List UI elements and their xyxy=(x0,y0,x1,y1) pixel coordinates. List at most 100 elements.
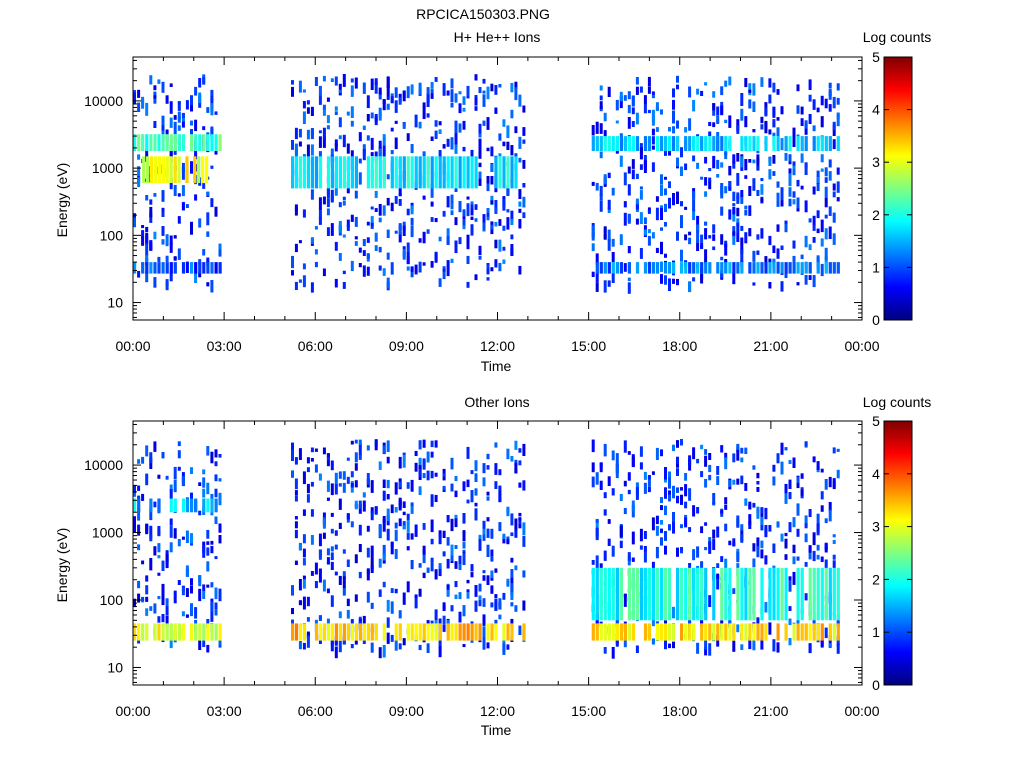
heatmap-cell xyxy=(824,518,828,524)
heatmap-cell xyxy=(185,261,189,273)
heatmap-band-cell xyxy=(836,262,840,274)
heatmap-cell xyxy=(322,75,326,82)
heatmap-cell xyxy=(498,469,502,476)
heatmap-band-cell xyxy=(635,567,640,621)
heatmap-cell xyxy=(354,480,358,488)
heatmap-cell xyxy=(732,191,736,202)
heatmap-band-cell xyxy=(728,567,732,621)
heatmap-cell xyxy=(294,127,298,140)
heatmap-cell xyxy=(294,516,298,520)
heatmap-cell xyxy=(688,231,692,236)
heatmap-cell xyxy=(398,231,402,243)
heatmap-cell xyxy=(740,237,744,251)
heatmap-cell xyxy=(704,449,708,455)
heatmap-band-cell xyxy=(824,567,828,621)
heatmap-cell xyxy=(732,235,736,245)
heatmap-cell xyxy=(330,595,334,607)
heatmap-cell xyxy=(804,593,808,601)
heatmap-cell xyxy=(310,106,314,116)
heatmap-cell xyxy=(820,491,824,500)
heatmap-cell xyxy=(426,113,430,118)
heatmap-cell xyxy=(486,212,490,217)
heatmap-cell xyxy=(157,555,161,559)
heatmap-cell xyxy=(414,594,418,598)
heatmap-cell xyxy=(318,197,322,210)
heatmap-cell xyxy=(672,512,675,524)
heatmap-cell xyxy=(724,558,728,571)
colorbar-bottom-scale xyxy=(883,420,913,686)
heatmap-band-cell xyxy=(692,623,696,641)
heatmap-cell xyxy=(210,89,214,100)
heatmap-cell xyxy=(161,452,165,459)
heatmap-cell xyxy=(206,231,210,237)
heatmap-cell xyxy=(816,461,820,470)
heatmap-cell xyxy=(804,533,808,543)
heatmap-cell xyxy=(647,207,651,212)
heatmap-cell xyxy=(792,544,796,554)
heatmap-cell xyxy=(157,474,161,479)
heatmap-cell xyxy=(502,535,506,544)
heatmap-band-cell xyxy=(651,262,656,274)
heatmap-cell xyxy=(434,494,438,502)
heatmap-cell xyxy=(314,77,318,86)
heatmap-cell xyxy=(756,158,760,171)
heatmap-cell xyxy=(836,97,840,105)
heatmap-cell xyxy=(603,509,607,516)
heatmap-cell xyxy=(514,81,518,90)
heatmap-cell xyxy=(394,507,398,513)
heatmap-cell xyxy=(672,272,675,276)
heatmap-cell xyxy=(680,494,683,505)
heatmap-cell xyxy=(137,507,141,521)
heatmap-cell xyxy=(836,167,840,175)
heatmap-cell xyxy=(808,114,812,124)
heatmap-cell xyxy=(202,584,206,592)
heatmap-cell xyxy=(635,218,639,225)
heatmap-cell xyxy=(334,187,338,196)
heatmap-band-cell xyxy=(177,623,181,641)
heatmap-cell xyxy=(486,179,490,192)
heatmap-cell xyxy=(422,439,426,448)
heatmap-cell xyxy=(664,188,667,196)
heatmap-band-cell xyxy=(398,623,402,641)
heatmap-cell xyxy=(438,150,442,159)
heatmap-cell xyxy=(619,91,623,102)
heatmap-band-cell xyxy=(198,262,202,274)
heatmap-cell xyxy=(426,451,430,463)
heatmap-cell xyxy=(165,95,169,100)
heatmap-cell xyxy=(518,94,522,107)
heatmap-band-cell xyxy=(206,498,210,513)
heatmap-cell xyxy=(314,261,318,268)
heatmap-band-cell xyxy=(157,156,161,183)
heatmap-cell xyxy=(514,605,518,612)
heatmap-cell xyxy=(812,125,816,132)
heatmap-cell xyxy=(402,123,406,129)
heatmap-cell xyxy=(676,84,679,90)
heatmap-cell xyxy=(394,522,398,529)
heatmap-cell xyxy=(824,546,828,553)
heatmap-cell xyxy=(591,226,595,237)
heatmap-band-cell xyxy=(454,156,458,189)
heatmap-cell xyxy=(660,497,663,504)
heatmap-band-cell xyxy=(591,623,595,641)
heatmap-cell xyxy=(603,174,607,185)
heatmap-cell xyxy=(410,217,414,226)
heatmap-cell xyxy=(808,546,812,560)
heatmap-cell xyxy=(190,492,193,504)
heatmap-cell xyxy=(322,104,326,110)
heatmap-cell xyxy=(631,557,635,562)
heatmap-cell xyxy=(824,479,828,490)
heatmap-cell xyxy=(510,218,514,225)
heatmap-cell xyxy=(145,232,149,245)
heatmap-cell xyxy=(486,465,490,470)
heatmap-cell xyxy=(728,165,732,176)
heatmap-cell xyxy=(506,644,510,650)
heatmap-cell xyxy=(306,596,310,607)
heatmap-band-cell xyxy=(310,156,315,189)
heatmap-cell xyxy=(660,184,663,196)
heatmap-cell xyxy=(338,117,342,128)
heatmap-band-cell xyxy=(141,134,145,151)
heatmap-cell xyxy=(406,133,410,141)
heatmap-cell xyxy=(591,476,595,488)
heatmap-cell xyxy=(486,264,490,269)
heatmap-cell xyxy=(764,107,768,117)
